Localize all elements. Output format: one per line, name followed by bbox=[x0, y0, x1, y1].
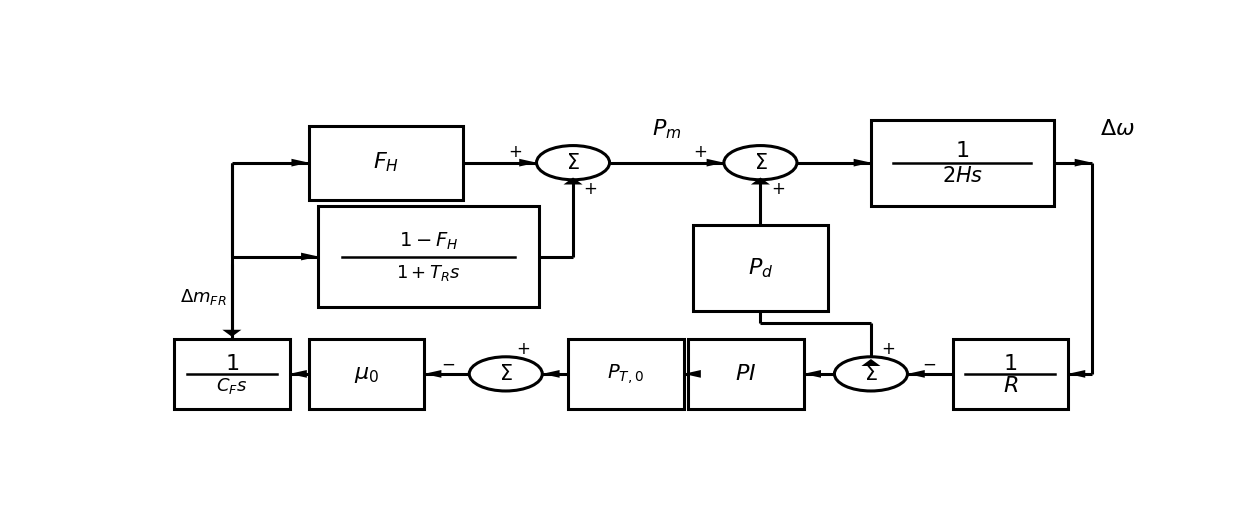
Bar bbox=[174, 339, 290, 409]
Text: $+$: $+$ bbox=[508, 144, 522, 161]
Text: $F_H$: $F_H$ bbox=[373, 151, 398, 174]
Bar bbox=[309, 339, 424, 409]
Text: $-$: $-$ bbox=[921, 355, 936, 372]
Text: $+$: $+$ bbox=[693, 144, 707, 161]
Text: $\Sigma$: $\Sigma$ bbox=[864, 364, 878, 384]
Text: $-$: $-$ bbox=[441, 355, 455, 372]
Text: $1$: $1$ bbox=[224, 353, 239, 375]
Text: $1-F_H$: $1-F_H$ bbox=[399, 231, 459, 252]
Ellipse shape bbox=[469, 357, 542, 391]
Text: $+$: $+$ bbox=[583, 181, 598, 198]
Text: $R$: $R$ bbox=[1003, 374, 1018, 397]
Polygon shape bbox=[1075, 159, 1092, 167]
Polygon shape bbox=[853, 159, 870, 167]
Polygon shape bbox=[542, 370, 559, 378]
Polygon shape bbox=[563, 177, 583, 184]
Text: $\Sigma$: $\Sigma$ bbox=[567, 153, 580, 173]
Text: $\Delta\omega$: $\Delta\omega$ bbox=[1100, 118, 1135, 140]
Bar bbox=[568, 339, 683, 409]
Text: $+$: $+$ bbox=[882, 341, 895, 358]
Polygon shape bbox=[520, 159, 537, 167]
Polygon shape bbox=[908, 370, 925, 378]
Polygon shape bbox=[804, 370, 821, 378]
Ellipse shape bbox=[835, 357, 908, 391]
Ellipse shape bbox=[537, 146, 610, 180]
Text: $1$: $1$ bbox=[955, 140, 970, 162]
Text: $+$: $+$ bbox=[771, 181, 785, 198]
Bar bbox=[319, 206, 539, 307]
Polygon shape bbox=[301, 252, 319, 261]
Polygon shape bbox=[707, 159, 724, 167]
Text: $\Sigma$: $\Sigma$ bbox=[754, 153, 768, 173]
Text: $\Sigma$: $\Sigma$ bbox=[498, 364, 512, 384]
Polygon shape bbox=[1068, 370, 1085, 378]
Text: $2Hs$: $2Hs$ bbox=[941, 166, 983, 186]
Text: $P_m$: $P_m$ bbox=[652, 118, 682, 141]
Text: $\Delta m_{FR}$: $\Delta m_{FR}$ bbox=[180, 287, 227, 307]
Bar bbox=[870, 120, 1054, 206]
Text: $P_{T,0}$: $P_{T,0}$ bbox=[608, 362, 645, 386]
Bar bbox=[309, 125, 463, 200]
Text: $1$: $1$ bbox=[1003, 353, 1017, 375]
Polygon shape bbox=[751, 177, 770, 184]
Text: $1+T_R s$: $1+T_R s$ bbox=[397, 263, 461, 283]
Ellipse shape bbox=[724, 146, 797, 180]
Bar bbox=[952, 339, 1068, 409]
Text: $\mu_0$: $\mu_0$ bbox=[353, 363, 379, 385]
Polygon shape bbox=[222, 330, 242, 337]
Text: $C_F s$: $C_F s$ bbox=[216, 375, 248, 396]
Text: $+$: $+$ bbox=[516, 341, 531, 358]
Polygon shape bbox=[290, 370, 306, 378]
Text: $P_d$: $P_d$ bbox=[748, 257, 773, 280]
Polygon shape bbox=[424, 370, 441, 378]
Polygon shape bbox=[862, 359, 880, 366]
Bar bbox=[688, 339, 804, 409]
Polygon shape bbox=[291, 159, 309, 167]
Text: $PI$: $PI$ bbox=[735, 363, 756, 385]
Bar bbox=[693, 225, 828, 311]
Polygon shape bbox=[683, 370, 701, 378]
